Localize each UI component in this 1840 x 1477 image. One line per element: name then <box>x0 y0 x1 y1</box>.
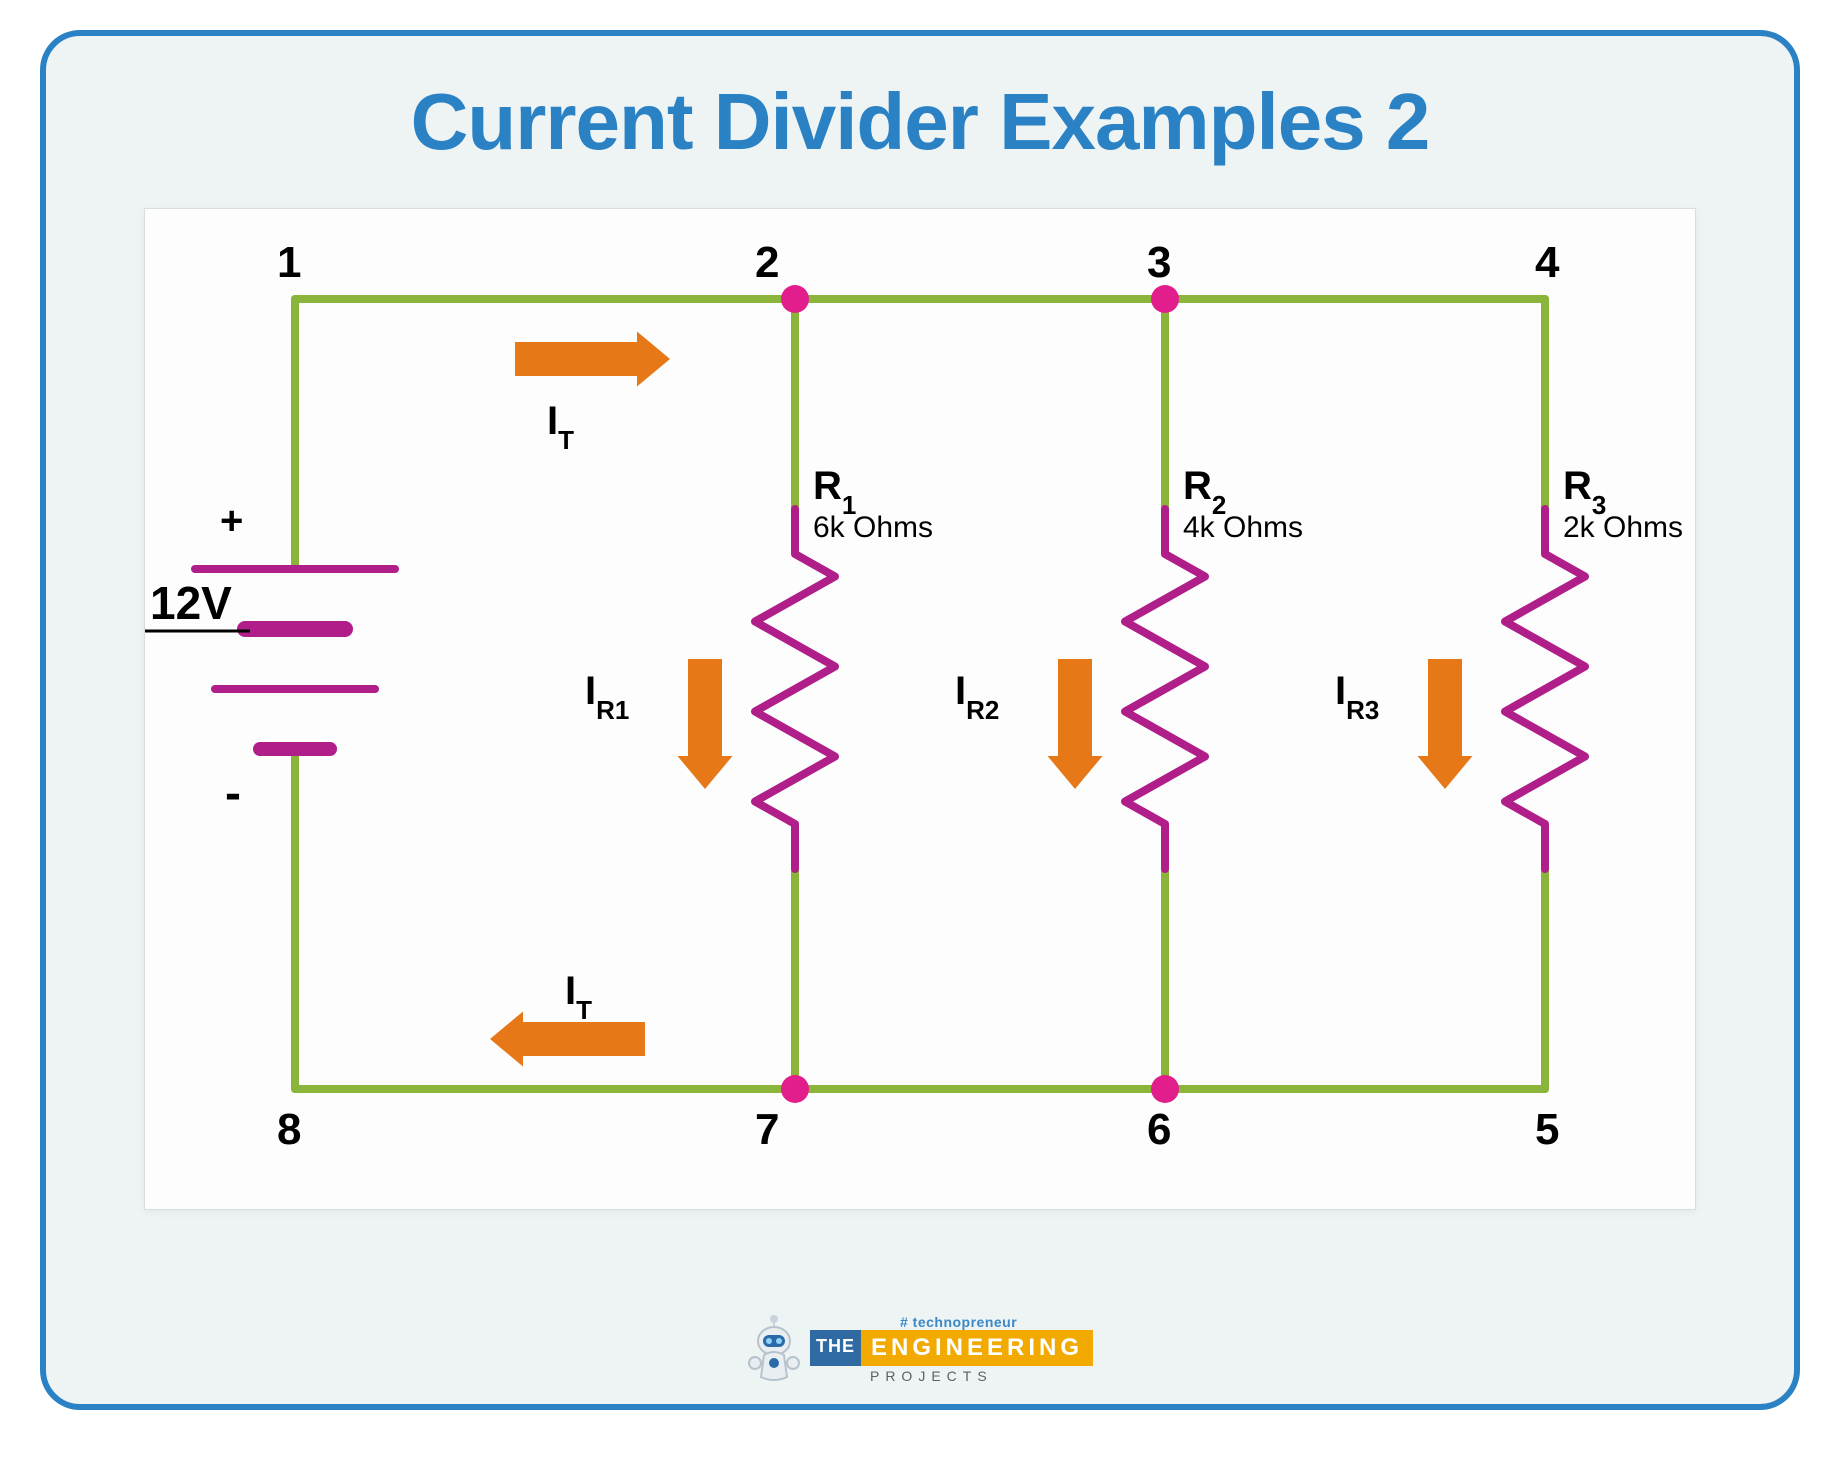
total-current-label: IT <box>547 399 574 455</box>
resistor-value-3: 2k Ohms <box>1563 511 1683 544</box>
resistor-value-1: 6k Ohms <box>813 511 933 544</box>
node-label-5: 5 <box>1535 1105 1559 1154</box>
logo-text-stack: # technopreneur THE ENGINEERING PROJECTS <box>810 1314 1093 1384</box>
current-arrow <box>490 1012 645 1067</box>
circuit-svg: 12V+-R16k OhmsIR1R24k OhmsIR2R32k OhmsIR… <box>145 209 1695 1209</box>
node-label-2: 2 <box>755 238 779 287</box>
branch-current-label-1: IR1 <box>585 669 629 725</box>
footer-logo: # technopreneur THE ENGINEERING PROJECTS <box>747 1309 1093 1384</box>
node-dot-2 <box>781 285 809 313</box>
node-dot-7 <box>781 1075 809 1103</box>
resistor-3 <box>1505 509 1585 869</box>
current-arrow <box>678 659 733 789</box>
battery-voltage: 12V <box>150 577 232 629</box>
node-label-8: 8 <box>277 1105 301 1154</box>
resistor-2 <box>1125 509 1205 869</box>
circuit-canvas: 12V+-R16k OhmsIR1R24k OhmsIR2R32k OhmsIR… <box>144 208 1696 1210</box>
node-label-1: 1 <box>277 238 301 287</box>
node-label-4: 4 <box>1535 238 1560 287</box>
total-current-label: IT <box>565 969 592 1025</box>
logo-projects: PROJECTS <box>870 1368 993 1384</box>
branch-current-label-3: IR3 <box>1335 669 1379 725</box>
resistor-1 <box>755 509 835 869</box>
node-dot-3 <box>1151 285 1179 313</box>
branch-current-label-2: IR2 <box>955 669 999 725</box>
tagline: # technopreneur <box>900 1314 1017 1330</box>
battery-plus: + <box>220 499 243 543</box>
diagram-title: Current Divider Examples 2 <box>46 36 1794 168</box>
current-arrow <box>515 332 670 387</box>
main-frame: Current Divider Examples 2 12V+-R16k Ohm… <box>40 30 1800 1410</box>
resistor-value-2: 4k Ohms <box>1183 511 1303 544</box>
logo-engineering: ENGINEERING <box>861 1330 1093 1366</box>
robot-icon <box>747 1309 802 1384</box>
node-label-3: 3 <box>1147 238 1171 287</box>
node-dot-6 <box>1151 1075 1179 1103</box>
node-label-6: 6 <box>1147 1105 1171 1154</box>
logo-the: THE <box>810 1330 861 1366</box>
node-label-7: 7 <box>755 1105 779 1154</box>
current-arrow <box>1048 659 1103 789</box>
current-arrow <box>1418 659 1473 789</box>
logo-row: THE ENGINEERING <box>810 1330 1093 1366</box>
battery-minus: - <box>225 767 241 820</box>
